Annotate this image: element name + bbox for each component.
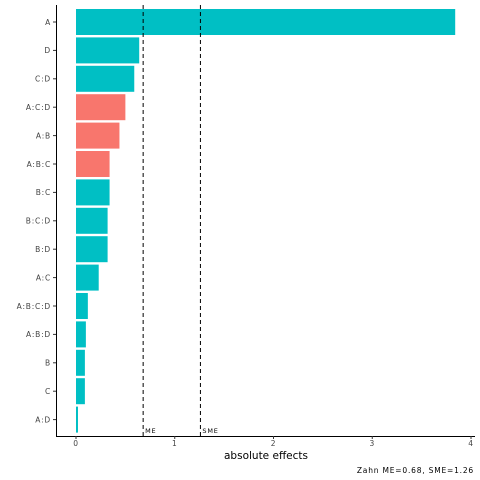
x-tick-label: 0 [73,439,79,448]
bars-layer [76,9,456,433]
x-tick-label: 1 [172,439,178,448]
y-tick-label: A:C:D [26,103,51,112]
y-tick-label: D [44,46,51,55]
x-tick-label: 3 [369,439,375,448]
chart-caption: Zahn ME=0.68, SME=1.26 [357,466,474,475]
y-ticks-layer: A D C:D A:C:D A:B A:B:C B:C B:C:D B:D A:C A:B:C:D A… [17,18,56,424]
bar-B-D [76,236,108,263]
x-tick-label: 2 [271,439,277,448]
bar-C-D [76,65,135,92]
bar-B [76,349,85,376]
bar-A [76,9,456,35]
bar-B-C-D [76,207,108,234]
bar-B-C [76,179,110,206]
y-tick-label: C:D [35,75,51,84]
bar-A-C-D [76,94,126,121]
y-tick-label: B:C [36,188,51,197]
reference-lines-layer: ME SME [142,5,218,436]
bar-D [76,37,140,64]
y-tick-label: A:D [35,415,51,424]
y-tick-label: A:B:C [27,160,51,169]
bar-A-B-C-D [76,293,88,319]
bar-A-B-D [76,321,86,348]
bar-A-D [76,406,78,433]
bar-A-C [76,264,99,291]
y-tick-label: A:B:C:D [17,302,51,311]
x-tick-label: 4 [468,439,474,448]
y-tick-label: A:B:D [26,330,51,339]
y-tick-label: A:C [36,273,51,282]
bar-C [76,378,85,405]
y-tick-label: B:D [35,245,51,254]
y-tick-label: A [45,18,51,27]
reference-label-sme: SME [202,427,218,435]
reference-label-me: ME [145,427,156,435]
x-axis-title: absolute effects [224,450,308,462]
y-tick-label: A:B [36,131,51,140]
bar-A-B [76,122,120,149]
y-tick-label: B [45,359,51,368]
x-ticks-layer: 0 1 2 3 4 [73,436,474,448]
y-tick-label: B:C:D [26,217,51,226]
y-tick-label: C [45,387,51,396]
bar-A-B-C [76,151,110,177]
